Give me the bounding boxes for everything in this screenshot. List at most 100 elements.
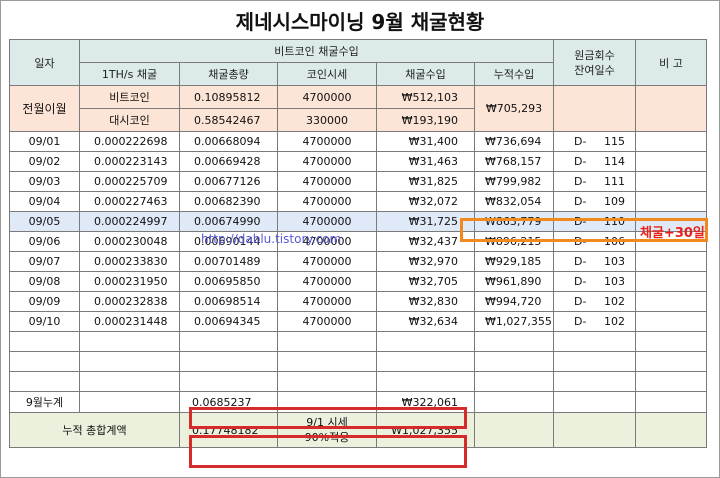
cell-days: 103 bbox=[604, 275, 625, 288]
cell-date: 09/02 bbox=[9, 151, 80, 172]
carryover-income: ₩512,103 bbox=[376, 85, 475, 109]
cell-cumulative: ₩1,027,355 bbox=[474, 311, 554, 332]
cell-days: 102 bbox=[604, 295, 625, 308]
cell-note bbox=[635, 211, 707, 232]
cell-ths: 0.000227463 bbox=[79, 191, 180, 212]
cell-total: 0.00668094 bbox=[179, 131, 278, 152]
header-btc-group: 비트코인 채굴수입 bbox=[79, 39, 554, 63]
cell-total: 0.00694345 bbox=[179, 311, 278, 332]
blank-cell bbox=[179, 371, 278, 392]
blank-cell bbox=[376, 331, 475, 352]
cell-cumulative: ₩736,694 bbox=[474, 131, 554, 152]
cell-cumulative: ₩832,054 bbox=[474, 191, 554, 212]
cell-total: 0.00698514 bbox=[179, 291, 278, 312]
cell-cumulative: ₩929,185 bbox=[474, 251, 554, 272]
blank-row bbox=[9, 331, 707, 352]
blank-cell bbox=[635, 351, 707, 372]
highlight-box-monthly bbox=[189, 407, 467, 429]
cell-price: 4700000 bbox=[277, 291, 377, 312]
cell-ths: 0.000225709 bbox=[79, 171, 180, 192]
monthly-label: 9월누계 bbox=[9, 391, 80, 413]
cell-d-prefix: D- bbox=[574, 295, 587, 308]
cell-date: 09/03 bbox=[9, 171, 80, 192]
table-row: 09/07 0.000233830 0.00701489 4700000 ₩32,970… bbox=[9, 251, 707, 272]
watermark-link[interactable]: http://dablu.tistory.com bbox=[201, 232, 342, 246]
blank-cell bbox=[635, 331, 707, 352]
cell-note bbox=[635, 151, 707, 172]
cell-ths: 0.000222698 bbox=[79, 131, 180, 152]
cell-price: 4700000 bbox=[277, 131, 377, 152]
cell-remaining: D- 103 bbox=[553, 271, 636, 292]
cell-date: 09/09 bbox=[9, 291, 80, 312]
page-title: 제네시스마이닝 9월 채굴현황 bbox=[235, 10, 485, 34]
blank-cell bbox=[553, 371, 636, 392]
cell-income: ₩32,970 bbox=[376, 251, 475, 272]
cell-date: 09/06 bbox=[9, 231, 80, 252]
carryover-income: ₩193,190 bbox=[376, 108, 475, 132]
cell-cumulative: ₩994,720 bbox=[474, 291, 554, 312]
table-row: 09/08 0.000231950 0.00695850 4700000 ₩32,705… bbox=[9, 271, 707, 292]
cell-days: 109 bbox=[604, 195, 625, 208]
cell-date: 09/07 bbox=[9, 251, 80, 272]
cell-cumulative: ₩863,779 bbox=[474, 211, 554, 232]
cell-days: 102 bbox=[604, 315, 625, 328]
cell-remaining: D- 111 bbox=[553, 171, 636, 192]
header-note: 비 고 bbox=[635, 39, 707, 86]
cell-remaining: D- 103 bbox=[553, 251, 636, 272]
blank-cell bbox=[79, 371, 180, 392]
daily-rows: 09/01 0.000222698 0.00668094 4700000 ₩31,400… bbox=[9, 131, 707, 392]
cell-remaining: D- 109 bbox=[553, 191, 636, 212]
cell-days: 114 bbox=[604, 155, 625, 168]
cell-remaining: D- 114 bbox=[553, 151, 636, 172]
blank-cell bbox=[79, 331, 180, 352]
header-remaining-days: 원금회수 잔여일수 bbox=[553, 39, 636, 86]
cell-d-prefix: D- bbox=[574, 315, 587, 328]
table-row: 09/01 0.000222698 0.00668094 4700000 ₩31,400… bbox=[9, 131, 707, 152]
header-income: 채굴수입 bbox=[376, 62, 475, 86]
blank-cell bbox=[9, 331, 80, 352]
blank-cell bbox=[79, 351, 180, 372]
header-total: 채굴총량 bbox=[179, 62, 278, 86]
carryover-total: 0.58542467 bbox=[179, 108, 278, 132]
cell-ths: 0.000233830 bbox=[79, 251, 180, 272]
header-price: 코인시세 bbox=[277, 62, 377, 86]
carryover-note-empty bbox=[635, 85, 707, 132]
cell-remaining: D- 102 bbox=[553, 291, 636, 312]
cell-date: 09/05 bbox=[9, 211, 80, 232]
grand-price-note: 9/1 시세 90%적용 bbox=[277, 412, 377, 448]
blank-row bbox=[9, 371, 707, 392]
blank-cell bbox=[277, 371, 377, 392]
cell-d-prefix: D- bbox=[574, 175, 587, 188]
cell-total: 0.00677126 bbox=[179, 171, 278, 192]
monthly-empty bbox=[553, 391, 636, 413]
cell-income: ₩31,825 bbox=[376, 171, 475, 192]
cell-note bbox=[635, 131, 707, 152]
cell-d-prefix: D- bbox=[574, 255, 587, 268]
cell-note bbox=[635, 171, 707, 192]
blank-cell bbox=[9, 351, 80, 372]
blank-cell bbox=[553, 351, 636, 372]
cell-total: 0.00690144 bbox=[179, 231, 278, 252]
cell-ths: 0.000232838 bbox=[79, 291, 180, 312]
cell-price: 4700000 bbox=[277, 271, 377, 292]
cell-note bbox=[635, 271, 707, 292]
cell-price: 4700000 bbox=[277, 191, 377, 212]
cell-days: 111 bbox=[604, 175, 625, 188]
cell-note bbox=[635, 311, 707, 332]
table-row: 09/04 0.000227463 0.00682390 4700000 ₩32,072… bbox=[9, 191, 707, 212]
blank-cell bbox=[179, 331, 278, 352]
cell-cumulative: ₩768,157 bbox=[474, 151, 554, 172]
cell-d-prefix: D- bbox=[574, 135, 587, 148]
cell-ths: 0.000223143 bbox=[79, 151, 180, 172]
cell-date: 09/01 bbox=[9, 131, 80, 152]
cell-d-prefix: D- bbox=[574, 155, 587, 168]
cell-d-prefix: D- bbox=[574, 275, 587, 288]
cell-cumulative: ₩799,982 bbox=[474, 171, 554, 192]
cell-note bbox=[635, 251, 707, 272]
cell-date: 09/10 bbox=[9, 311, 80, 332]
header-ths: 1TH/s 채굴 bbox=[79, 62, 180, 86]
grand-empty bbox=[474, 412, 554, 448]
carryover-total: 0.10895812 bbox=[179, 85, 278, 109]
blank-cell bbox=[376, 351, 475, 372]
cell-income: ₩31,725 bbox=[376, 211, 475, 232]
